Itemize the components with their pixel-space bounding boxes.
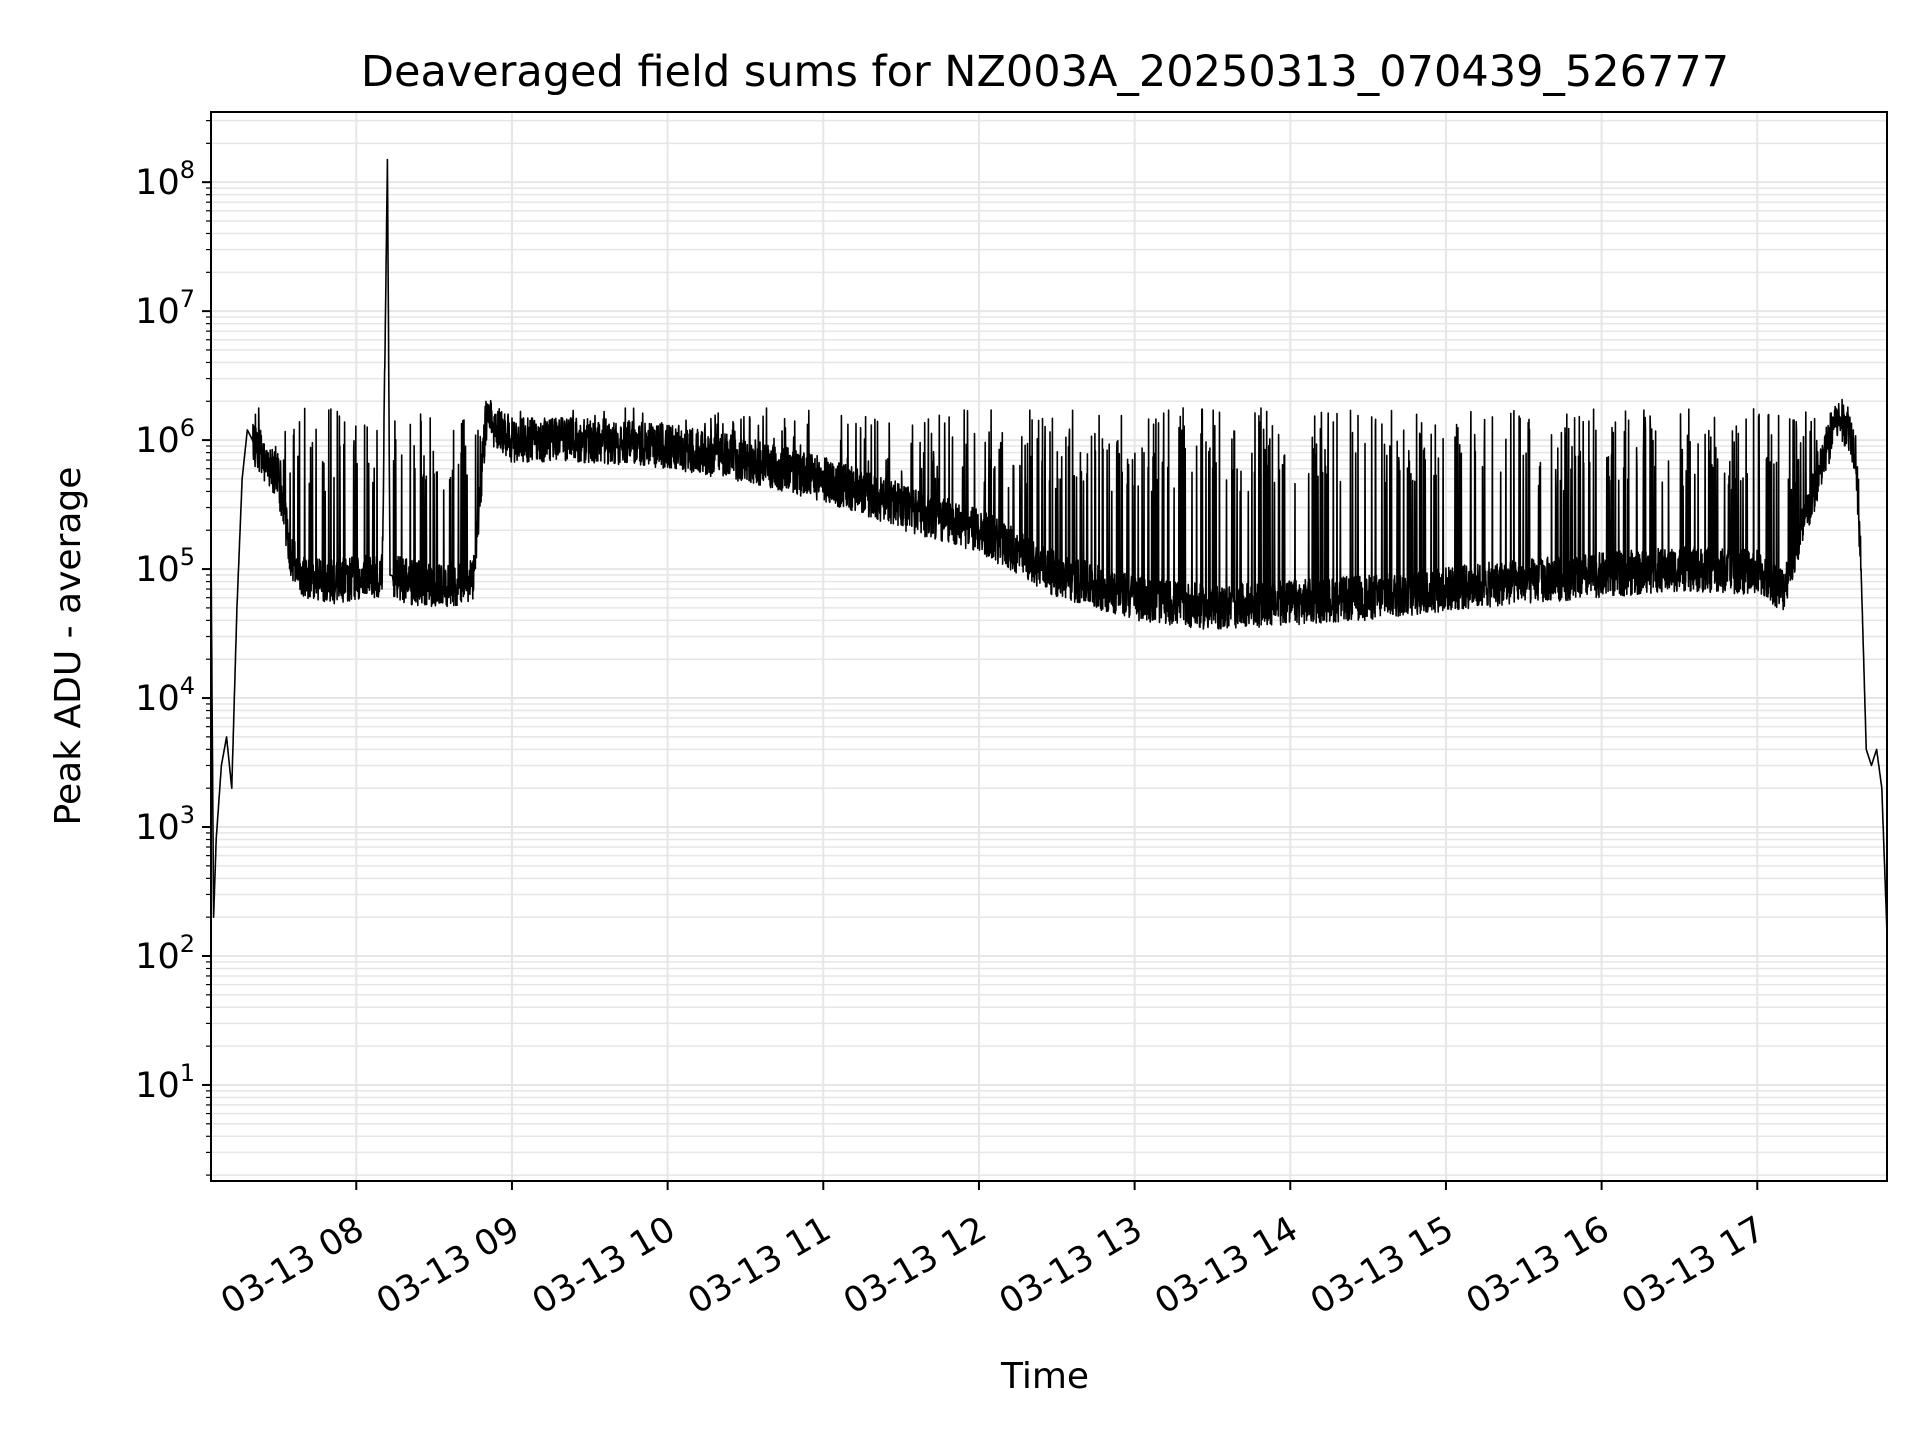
x-tick-label: 03-13 16 bbox=[1460, 1209, 1616, 1322]
y-tick-label: 101 bbox=[135, 1059, 195, 1106]
y-tick-label: 104 bbox=[135, 672, 195, 719]
series-line bbox=[210, 158, 1888, 934]
y-axis-label: Peak ADU - average bbox=[48, 467, 89, 826]
x-tick-label: 03-13 10 bbox=[526, 1209, 682, 1322]
chart-title: Deaveraged field sums for NZ003A_2025031… bbox=[361, 47, 1729, 97]
grid bbox=[211, 112, 1887, 1181]
y-tick-label: 103 bbox=[135, 801, 195, 848]
y-tick-label: 102 bbox=[135, 930, 195, 977]
x-tick-label: 03-13 14 bbox=[1148, 1209, 1304, 1322]
data-layer bbox=[210, 158, 1888, 934]
x-tick-label: 03-13 13 bbox=[993, 1209, 1149, 1322]
x-tick-label: 03-13 17 bbox=[1615, 1209, 1771, 1322]
y-tick-label: 107 bbox=[135, 285, 195, 332]
x-tick-label: 03-13 15 bbox=[1304, 1209, 1460, 1322]
y-tick-label: 108 bbox=[135, 156, 195, 203]
x-tick-label: 03-13 08 bbox=[214, 1209, 370, 1322]
y-tick-label: 105 bbox=[135, 543, 195, 590]
x-axis-label: Time bbox=[1000, 1356, 1089, 1397]
x-tick-label: 03-13 09 bbox=[370, 1209, 526, 1322]
x-tick-label: 03-13 11 bbox=[681, 1209, 837, 1322]
plot-frame bbox=[210, 111, 1888, 1182]
axes: 101 102 103 104 105 106 107 108 03-13 08 03-13 09… bbox=[135, 120, 1772, 1322]
y-tick-label: 106 bbox=[135, 414, 195, 461]
x-tick-label: 03-13 12 bbox=[837, 1209, 993, 1322]
